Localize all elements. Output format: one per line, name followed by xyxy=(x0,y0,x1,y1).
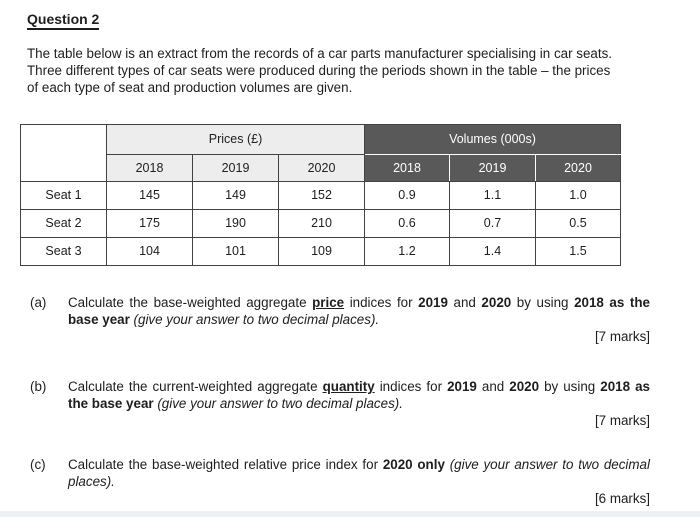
text-run: price xyxy=(312,295,345,310)
text-run: and xyxy=(476,379,510,394)
corner-cell xyxy=(20,124,107,182)
row-label-cell: Seat 1 xyxy=(20,181,107,210)
volume-value-cell: 1.1 xyxy=(449,181,536,210)
question-part-c: (c) Calculate the base-weighted relative… xyxy=(30,456,650,507)
text-run: and xyxy=(447,295,482,310)
text-run: by using xyxy=(511,295,575,310)
question-part-a: (a) Calculate the base-weighted aggregat… xyxy=(30,294,650,345)
part-label: (c) xyxy=(30,457,46,472)
intro-line: Three different types of car seats were … xyxy=(27,63,611,78)
volume-value-cell: 0.9 xyxy=(364,181,450,210)
price-value-cell: 152 xyxy=(278,181,365,210)
price-value-cell: 109 xyxy=(278,237,365,266)
text-run: 2020 xyxy=(509,379,540,394)
data-table: Prices (£) Volumes (000s) 2018 2019 2020… xyxy=(20,124,621,266)
text-run: 2020 xyxy=(481,295,512,310)
volume-value-cell: 0.5 xyxy=(535,209,621,238)
volume-year-header-cell: 2019 xyxy=(449,154,536,182)
text-run: (give your answer to two decimal places)… xyxy=(157,396,403,411)
volume-value-cell: 1.0 xyxy=(535,181,621,210)
text-run: quantity xyxy=(322,379,375,394)
row-label-cell: Seat 3 xyxy=(20,237,107,266)
part-label: (a) xyxy=(30,295,47,310)
marks-label: [7 marks] xyxy=(594,329,650,344)
part-b-text: Calculate the current-weighted aggregate… xyxy=(68,378,650,412)
volume-value-cell: 0.7 xyxy=(449,209,536,238)
volume-year-header-cell: 2020 xyxy=(535,154,621,182)
text-run: 2020 only xyxy=(382,457,445,472)
text-run: (give your answer to two decimal places)… xyxy=(68,457,650,489)
volume-year-header-cell: 2018 xyxy=(364,154,450,182)
part-a-text: Calculate the base-weighted aggregate pr… xyxy=(68,294,650,328)
text-run: 2018 as the base year xyxy=(68,295,650,327)
price-year-header-cell: 2019 xyxy=(192,154,279,182)
text-run: Calculate the current-weighted aggregate xyxy=(68,379,323,394)
price-value-cell: 190 xyxy=(192,209,279,238)
marks-label: [7 marks] xyxy=(594,413,650,428)
part-label: (b) xyxy=(30,379,47,394)
price-value-cell: 175 xyxy=(106,209,193,238)
prices-header-cell: Prices (£) xyxy=(106,124,365,155)
intro-paragraph: The table below is an extract from the r… xyxy=(27,45,657,96)
text-run: 2019 xyxy=(418,295,448,310)
row-label-cell: Seat 2 xyxy=(20,209,107,238)
intro-line: The table below is an extract from the r… xyxy=(27,46,612,61)
text-run: 2018 as the base year xyxy=(68,379,650,411)
text-run: Calculate the base-weighted relative pri… xyxy=(68,457,383,472)
table-row: Seat 1 145 149 152 0.9 1.1 1.0 xyxy=(20,181,621,210)
text-run: by using xyxy=(539,379,601,394)
price-year-header-cell: 2020 xyxy=(278,154,365,182)
volumes-header-cell: Volumes (000s) xyxy=(364,124,621,155)
price-value-cell: 101 xyxy=(192,237,279,266)
text-run: (give your answer to two decimal places)… xyxy=(133,312,380,327)
price-value-cell: 145 xyxy=(106,181,193,210)
volume-value-cell: 0.6 xyxy=(364,209,450,238)
part-c-text: Calculate the base-weighted relative pri… xyxy=(68,456,650,490)
question-title: Question 2 xyxy=(27,11,100,30)
text-run: Calculate the base-weighted aggregate xyxy=(68,295,313,310)
price-value-cell: 210 xyxy=(278,209,365,238)
volume-value-cell: 1.2 xyxy=(364,237,450,266)
text-run: indices for xyxy=(374,379,448,394)
intro-line: of each type of seat and production volu… xyxy=(27,80,353,95)
price-year-header-cell: 2018 xyxy=(106,154,193,182)
question-part-b: (b) Calculate the current-weighted aggre… xyxy=(30,378,650,429)
text-run: indices for xyxy=(344,295,419,310)
price-value-cell: 149 xyxy=(192,181,279,210)
table-row: Seat 2 175 190 210 0.6 0.7 0.5 xyxy=(20,209,621,238)
price-value-cell: 104 xyxy=(106,237,193,266)
question-parts: (a) Calculate the base-weighted aggregat… xyxy=(30,294,650,507)
volume-value-cell: 1.5 xyxy=(535,237,621,266)
text-run: 2019 xyxy=(447,379,477,394)
footer-strip xyxy=(0,511,700,517)
table-row: Seat 3 104 101 109 1.2 1.4 1.5 xyxy=(20,237,621,266)
volume-value-cell: 1.4 xyxy=(449,237,536,266)
marks-label: [6 marks] xyxy=(594,491,650,506)
